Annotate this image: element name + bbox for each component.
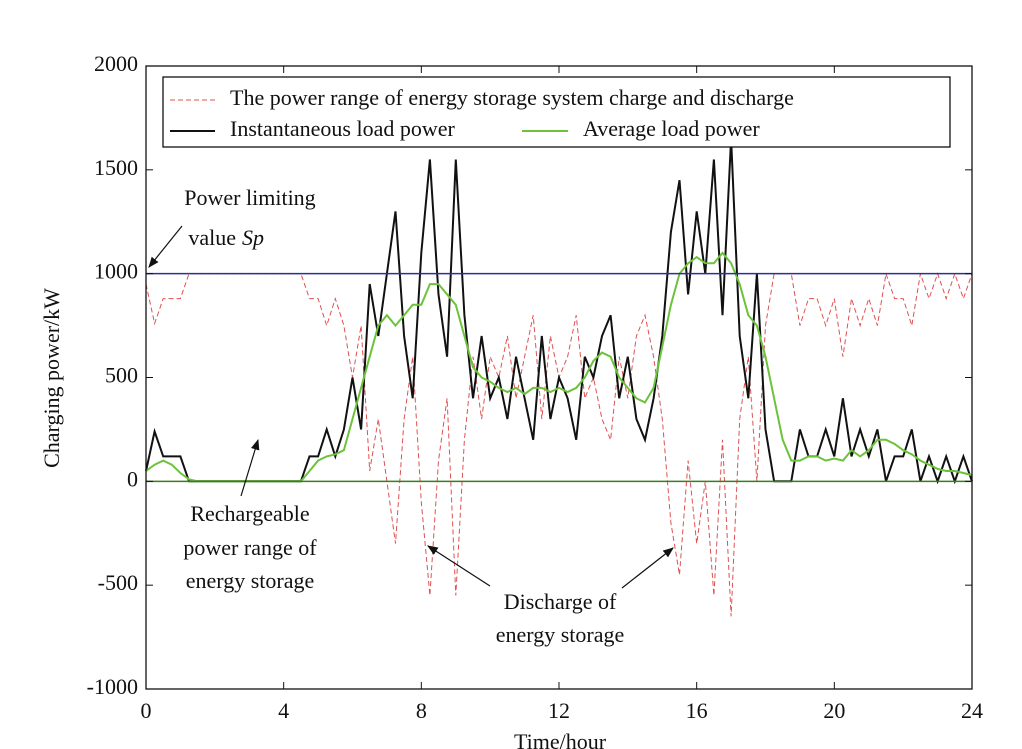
- arrow: [148, 225, 183, 268]
- annotation: value: [188, 225, 236, 250]
- legend-label: The power range of energy storage system…: [230, 85, 794, 110]
- x-tick-label: 8: [416, 698, 427, 723]
- legend-label: Average load power: [583, 116, 760, 141]
- annotation: power range of: [183, 535, 317, 560]
- annotations: Power limiting value Sp Rechargeable pow…: [148, 185, 674, 647]
- x-tick-label: 12: [548, 698, 570, 723]
- annotation: Sp: [242, 225, 264, 250]
- annotation: Discharge of: [504, 589, 617, 614]
- y-axis-label: Charging power/kW: [39, 288, 64, 468]
- y-tick-label: -1000: [87, 674, 138, 699]
- x-tick-label: 20: [823, 698, 845, 723]
- annotation: energy storage: [496, 622, 625, 647]
- arrow: [621, 547, 674, 589]
- x-tick-label: 16: [686, 698, 708, 723]
- legend-label: Instantaneous load power: [230, 116, 455, 141]
- legend-box: [162, 76, 951, 148]
- series-line: [145, 251, 973, 483]
- y-tick-label: 500: [105, 363, 138, 388]
- plot-area: [145, 138, 973, 617]
- x-tick-label: 0: [141, 698, 152, 723]
- legend: The power range of energy storage system…: [162, 76, 951, 148]
- x-tick-label: 4: [278, 698, 289, 723]
- y-tick-label: 1500: [94, 155, 138, 180]
- y-tick-label: 1000: [94, 259, 138, 284]
- y-tick-label: 0: [127, 466, 138, 491]
- series-line: [145, 272, 973, 617]
- y-tick-label: 2000: [94, 51, 138, 76]
- x-tick-label: 24: [961, 698, 983, 723]
- annotation: energy storage: [186, 568, 315, 593]
- arrow: [240, 438, 260, 497]
- arrow: [427, 545, 491, 587]
- annotation: Rechargeable: [190, 501, 309, 526]
- annotation: Power limiting: [184, 185, 315, 210]
- y-tick-label: -500: [98, 570, 138, 595]
- x-axis-label: Time/hour: [514, 729, 607, 749]
